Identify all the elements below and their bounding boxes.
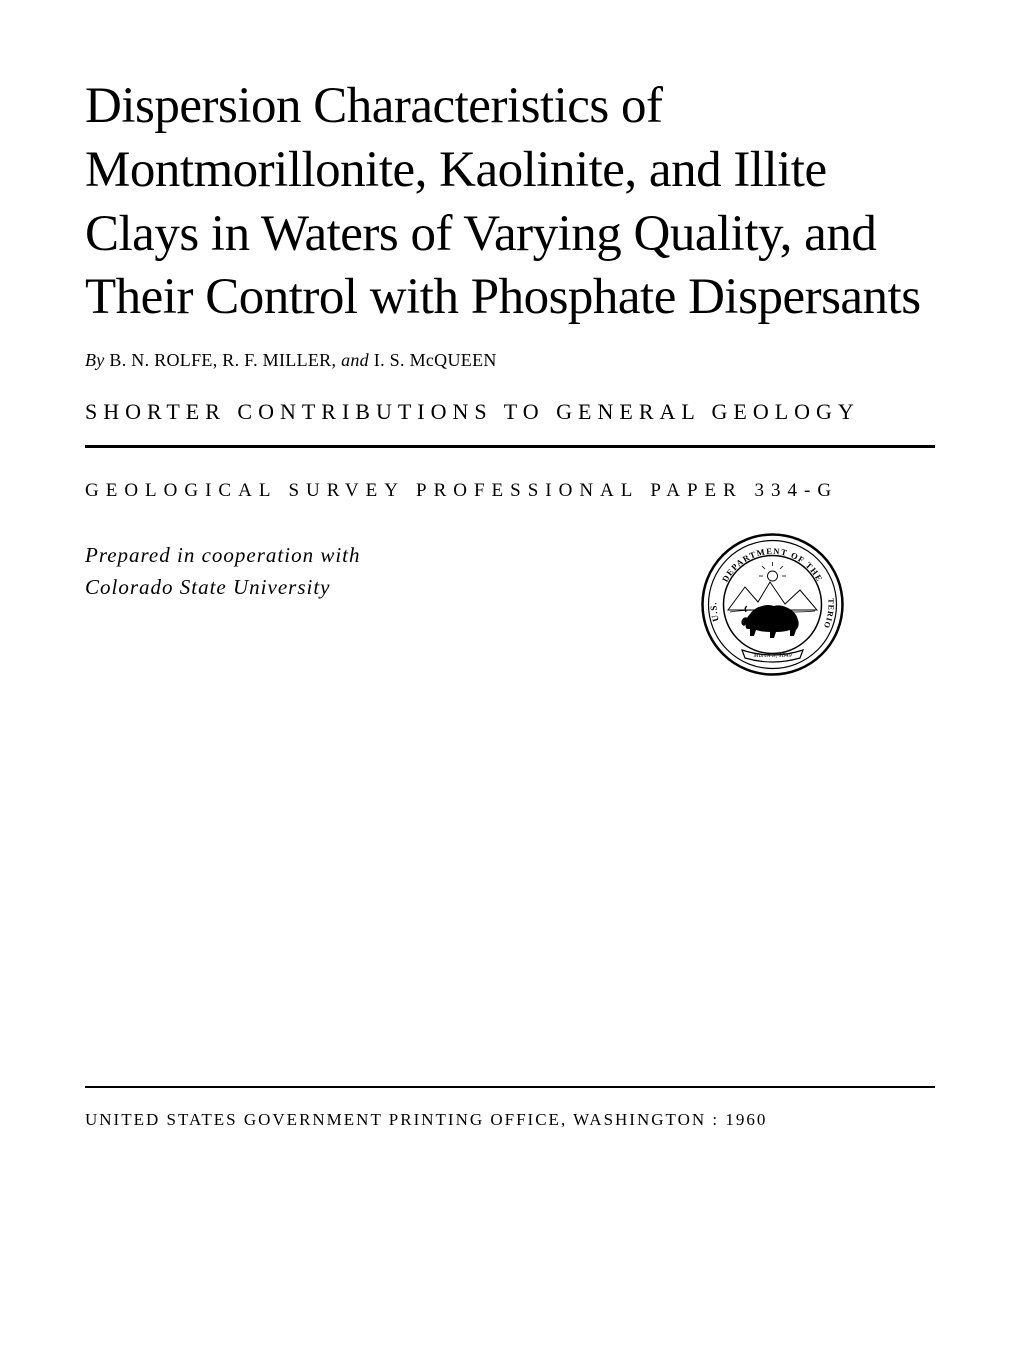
document-title: Dispersion Characteristics of Montmorill… [85,75,935,330]
series-title: SHORTER CONTRIBUTIONS TO GENERAL GEOLOGY [85,399,935,425]
paper-identifier: GEOLOGICAL SURVEY PROFESSIONAL PAPER 334… [85,480,935,502]
svg-text:March 3, 1849: March 3, 1849 [752,652,792,659]
footer-region: UNITED STATES GOVERNMENT PRINTING OFFICE… [85,1086,935,1130]
cooperation-text: Prepared in cooperation with Colorado St… [85,540,361,603]
and-label: and [341,350,369,370]
publisher-line: UNITED STATES GOVERNMENT PRINTING OFFICE… [85,1110,935,1130]
cooperation-region: Prepared in cooperation with Colorado St… [85,540,935,677]
cooperation-line1: Prepared in cooperation with [85,540,361,572]
divider-thick-upper [85,445,935,448]
department-interior-seal-icon: DEPARTMENT OF THE U.S. INTERIOR [700,532,845,677]
seal-date-banner: March 3, 1849 [742,650,803,662]
authors-part1: B. N. ROLFE, R. F. MILLER, [105,350,341,370]
divider-thin-lower [85,1086,935,1088]
authors-line: By B. N. ROLFE, R. F. MILLER, and I. S. … [85,350,935,371]
authors-part2: I. S. McQUEEN [369,350,497,370]
by-label: By [85,350,105,370]
seal-landscape [728,562,817,612]
cooperation-line2: Colorado State University [85,572,361,604]
